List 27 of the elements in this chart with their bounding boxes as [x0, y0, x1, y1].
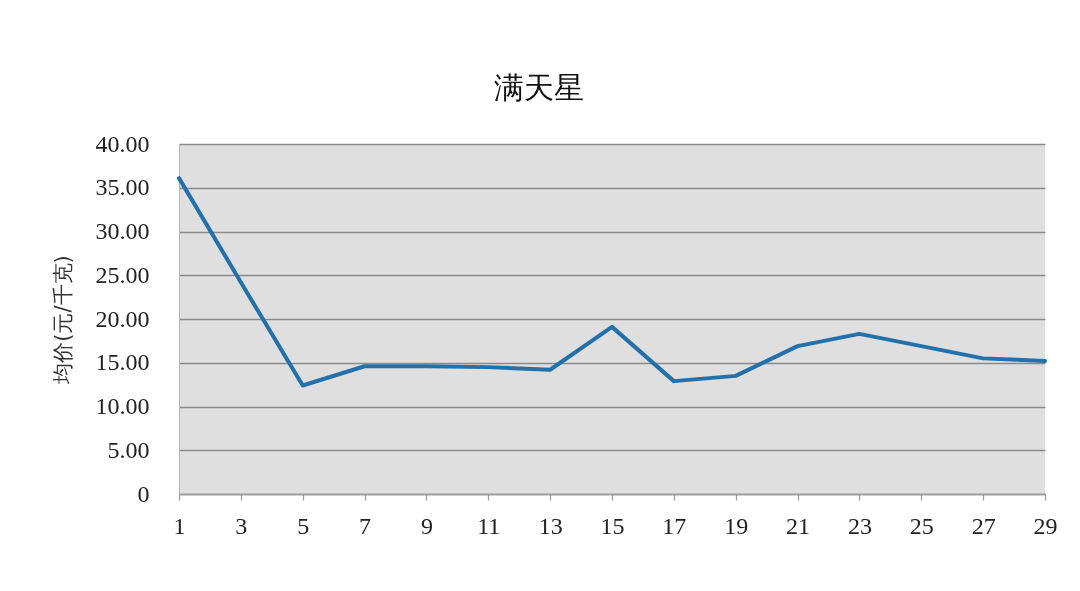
line-series — [177, 176, 1047, 388]
x-tick-label: 9 — [420, 512, 433, 539]
x-tick-label: 3 — [235, 512, 248, 539]
y-tick-label: 5.00 — [107, 436, 150, 463]
x-tick-label: 23 — [847, 512, 872, 539]
x-tick-label: 25 — [909, 512, 934, 539]
y-tick-label: 20.00 — [95, 305, 150, 332]
y-tick-label: 40.00 — [95, 130, 150, 157]
x-tick-label: 15 — [600, 512, 625, 539]
y-tick-label: 0 — [137, 480, 150, 507]
x-tick-label: 19 — [724, 512, 749, 539]
chart-title: 满天星 — [494, 70, 584, 105]
x-tick-label: 29 — [1033, 512, 1058, 539]
x-tick-label: 1 — [173, 512, 186, 539]
y-tick-label: 10.00 — [95, 393, 150, 419]
x-tick-label: 13 — [538, 512, 563, 539]
y-tick-label: 25.00 — [95, 261, 150, 288]
x-tick-label: 7 — [359, 512, 372, 539]
x-tick-label: 11 — [477, 512, 501, 539]
x-tick-label: 5 — [297, 512, 310, 539]
y-tick-label: 35.00 — [95, 174, 150, 201]
x-tick-label: 21 — [786, 512, 811, 539]
y-tick-label: 15.00 — [95, 349, 150, 376]
y-tick-label: 30.00 — [95, 218, 150, 244]
x-tick-label: 27 — [971, 512, 996, 539]
y-axis-title: 均价(元/千克) — [50, 255, 75, 385]
x-tick-label: 17 — [662, 512, 687, 539]
